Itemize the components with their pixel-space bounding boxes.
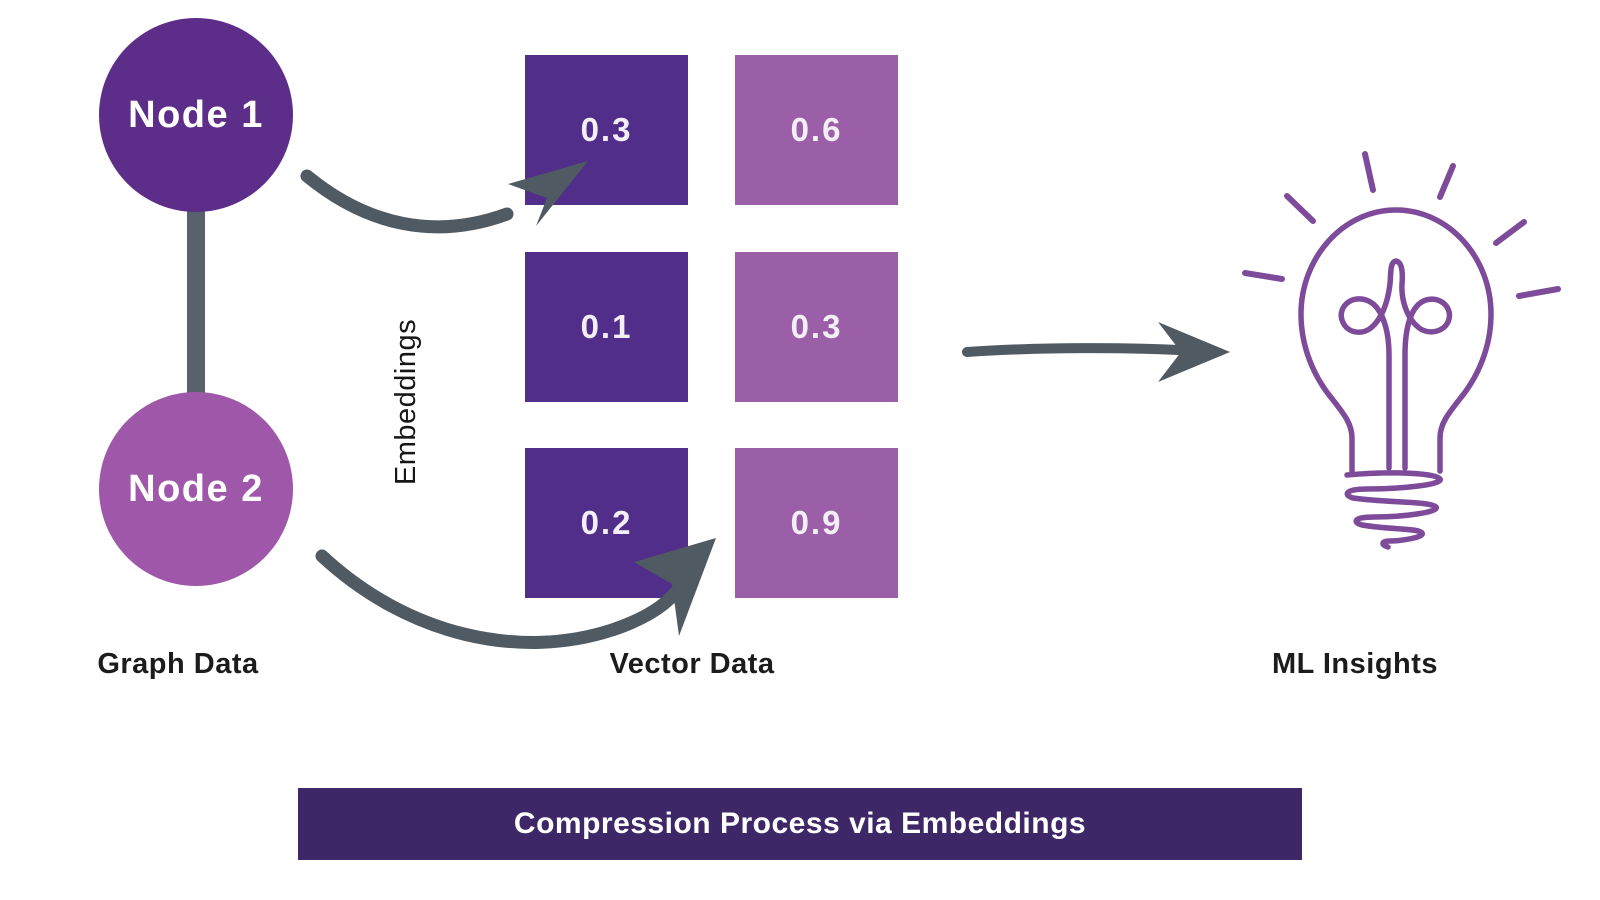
graph-node-2: Node 2 [99,392,293,586]
vector-cell-r2c1: 0.1 [525,252,688,402]
graph-node-1: Node 1 [99,18,293,212]
vector-cell-value: 0.3 [580,111,633,148]
vector-cell-value: 0.2 [580,504,633,541]
bulb-filament [1338,258,1453,471]
graph-data-caption: Graph Data [97,648,259,680]
vector-cell-value: 0.3 [790,308,843,345]
graph-node-1-label: Node 1 [128,93,264,136]
flow-arrow-vector-to-insights-icon [962,322,1230,382]
vector-cell-value: 0.9 [790,504,843,541]
vector-cell-r3c1: 0.2 [525,448,688,598]
vector-data-caption: Vector Data [609,648,775,680]
title-banner-label: Compression Process via Embeddings [513,807,1087,840]
bulb-ray [1516,286,1561,299]
bulb-ray [1362,151,1376,193]
bulb-ray [1493,219,1527,246]
vector-cell-r1c1: 0.3 [525,55,688,205]
vector-cell-r1c2: 0.6 [735,55,898,205]
graph-node-2-label: Node 2 [128,467,264,510]
bulb-ray [1437,163,1456,200]
vector-cell-value: 0.6 [790,111,843,148]
vector-cell-r3c2: 0.9 [735,448,898,598]
bulb-rays [1242,151,1561,299]
vector-cell-r2c2: 0.3 [735,252,898,402]
ml-insights-caption: ML Insights [1271,648,1439,680]
lightbulb-icon [1242,151,1561,550]
bulb-ray [1242,270,1285,282]
bulb-outline [1298,207,1494,474]
arrow-head [1158,322,1230,382]
vector-cell-value: 0.1 [580,308,633,345]
arrow-shaft [962,343,1201,357]
embeddings-axis-label: Embeddings [390,318,422,486]
bulb-ray [1284,193,1316,224]
arrow-shaft [300,169,514,234]
bulb-base-coil [1344,470,1443,550]
title-banner: Compression Process via Embeddings [298,788,1302,860]
